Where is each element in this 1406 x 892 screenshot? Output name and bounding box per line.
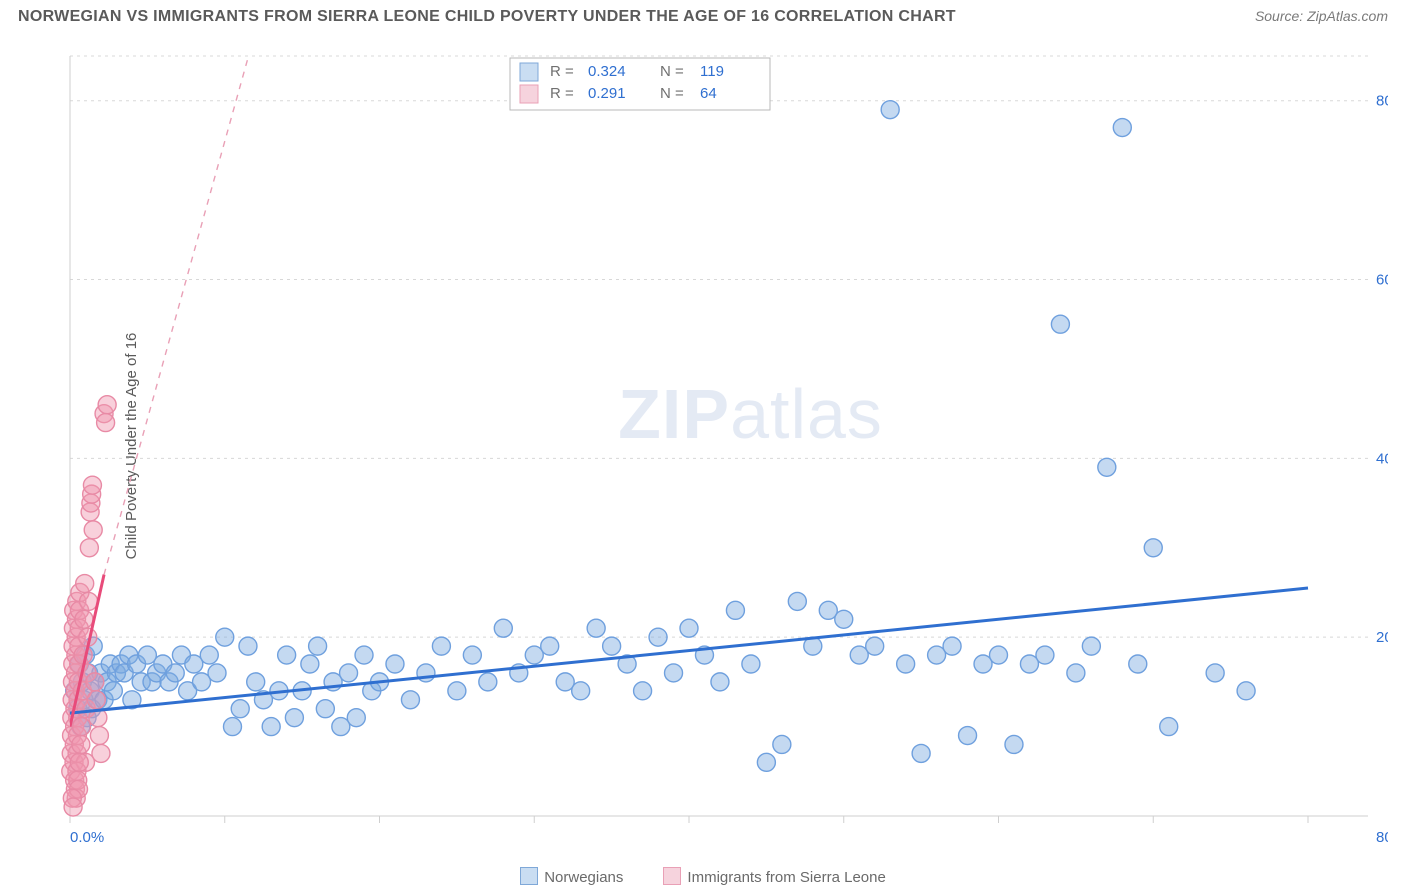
svg-text:R =: R = — [550, 63, 574, 80]
svg-text:64: 64 — [700, 85, 717, 102]
svg-text:0.291: 0.291 — [588, 85, 626, 102]
bottom-legend: Norwegians Immigrants from Sierra Leone — [0, 867, 1406, 886]
chart-area: ZIPatlas 20.0%40.0%60.0%80.0%0.0%80.0%R … — [60, 40, 1388, 852]
svg-text:N =: N = — [660, 63, 684, 80]
svg-text:0.0%: 0.0% — [70, 829, 104, 846]
legend-item-norwegians: Norwegians — [520, 867, 623, 886]
svg-text:0.324: 0.324 — [588, 63, 626, 80]
svg-text:20.0%: 20.0% — [1376, 629, 1388, 646]
svg-text:80.0%: 80.0% — [1376, 93, 1388, 110]
legend-item-immigrants: Immigrants from Sierra Leone — [663, 867, 885, 886]
source-label: Source: ZipAtlas.com — [1255, 8, 1388, 24]
svg-text:R =: R = — [550, 85, 574, 102]
swatch-icon — [520, 867, 538, 885]
scatter-chart: 20.0% 40.0% 60.0% 80.0% 0.0% 80.0% R = 0.324 N =… — [60, 40, 1388, 852]
svg-text:119: 119 — [700, 63, 724, 80]
svg-text:60.0%: 60.0% — [1376, 272, 1388, 289]
svg-text:40.0%: 40.0% — [1376, 450, 1388, 467]
svg-text:N =: N = — [660, 85, 684, 102]
chart-title: NORWEGIAN VS IMMIGRANTS FROM SIERRA LEON… — [18, 8, 956, 26]
svg-text:80.0%: 80.0% — [1376, 829, 1388, 846]
swatch-icon — [663, 867, 681, 885]
